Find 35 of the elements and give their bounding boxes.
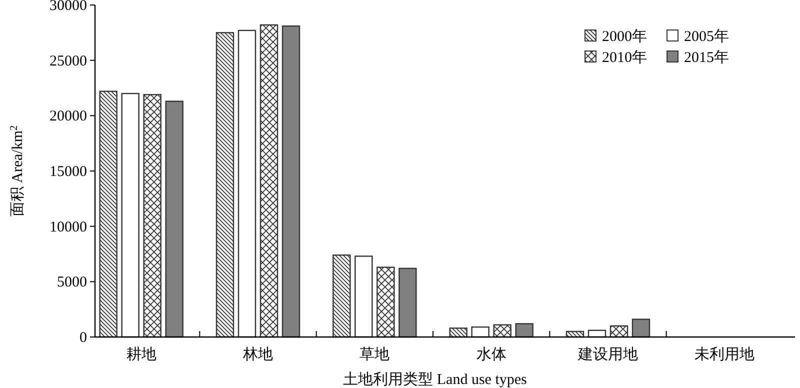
y-tick-label: 30000 — [50, 0, 87, 14]
x-tick-label: 水体 — [476, 346, 506, 363]
y-tick-label: 25000 — [50, 53, 87, 70]
bar — [449, 328, 468, 338]
x-tick-label: 建设用地 — [577, 346, 638, 363]
bar — [493, 324, 512, 338]
y-tick-label: 10000 — [50, 219, 87, 236]
bar — [216, 32, 234, 338]
legend-label: 2010年 — [602, 49, 647, 66]
bar — [354, 256, 373, 338]
legend-label: 2015年 — [684, 49, 729, 66]
bar — [282, 25, 300, 338]
y-tick-label: 0 — [80, 330, 87, 346]
bar — [99, 90, 118, 338]
y-tick-label: 20000 — [50, 108, 87, 125]
bar — [332, 254, 351, 338]
bar — [121, 92, 140, 338]
bar — [143, 94, 162, 338]
x-tick-label: 草地 — [360, 346, 390, 363]
bar — [165, 100, 184, 338]
bar — [260, 24, 278, 338]
x-tick-label: 林地 — [242, 346, 273, 363]
bar — [632, 318, 650, 338]
bar — [515, 323, 534, 338]
x-axis-title: 土地利用类型 Land use types — [343, 371, 528, 388]
x-tick-label: 未利用地 — [694, 346, 755, 363]
bar — [398, 268, 417, 338]
y-tick-label: 5000 — [57, 274, 87, 291]
legend-label: 2005年 — [684, 28, 729, 45]
bar — [471, 326, 490, 338]
bar — [238, 30, 256, 338]
bar — [376, 266, 395, 338]
y-tick-label: 15000 — [50, 164, 87, 180]
legend-label: 2000年 — [602, 28, 647, 45]
x-tick-label: 耕地 — [126, 346, 156, 363]
